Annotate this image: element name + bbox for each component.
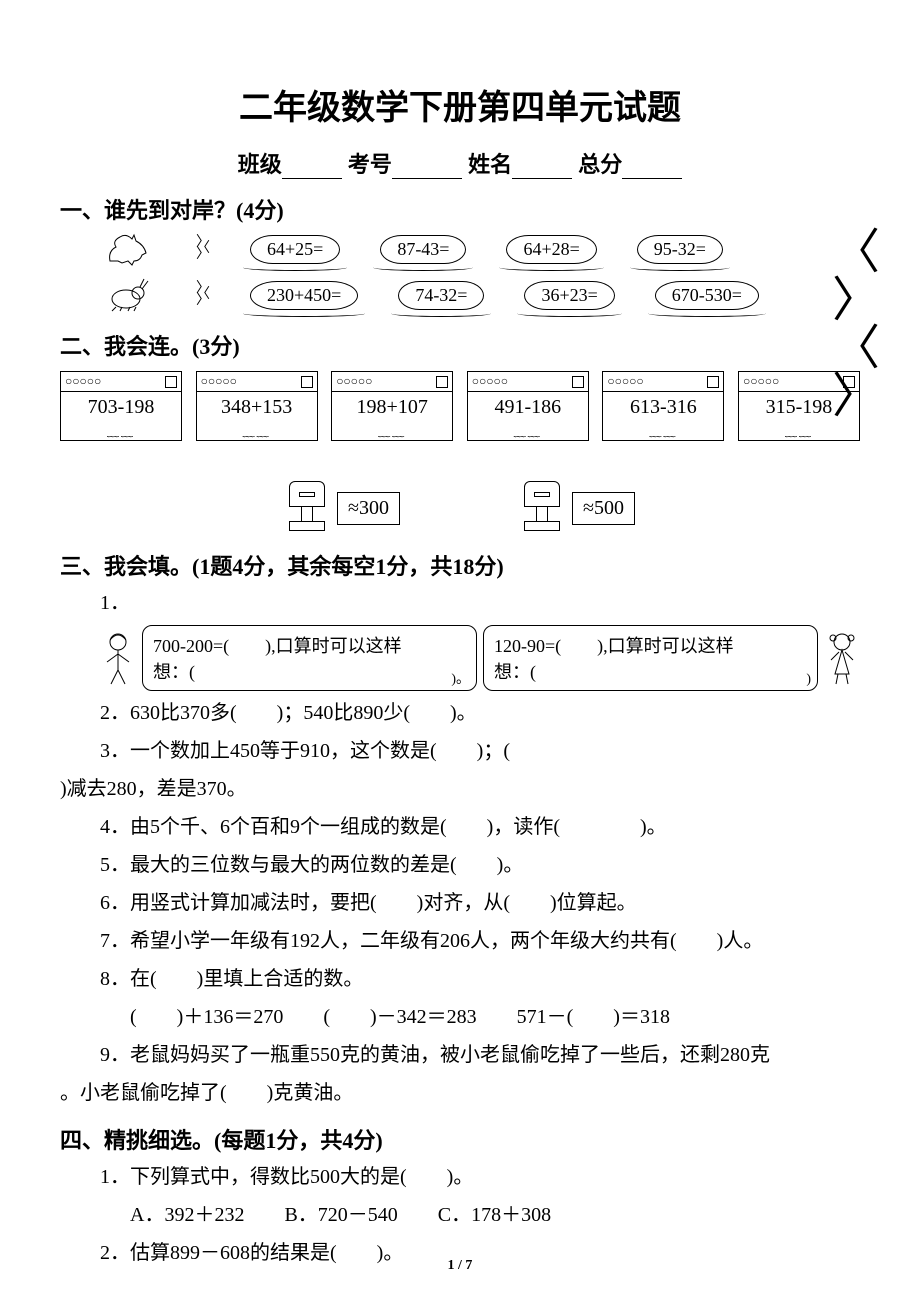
speech-row: 700-200=( ),口算时可以这样 想：( )。 120-90=( ),口算… [100, 625, 860, 691]
card-square-icon [165, 376, 177, 388]
mailbox-icon [285, 481, 329, 535]
mailbox-unit: ≈500 [520, 481, 635, 535]
card-wavy: ﹏﹏ [603, 423, 723, 440]
card-square-icon [707, 376, 719, 388]
approx-box: ≈500 [572, 492, 635, 525]
q3-3b: )减去280，差是370。 [60, 773, 860, 805]
section-1-head: 一、谁先到对岸？(4分) [60, 193, 860, 225]
page-number: 1 / 7 [448, 1258, 473, 1273]
section-2-head: 二、我会连。(3分) [60, 329, 860, 361]
rabbit-icon [100, 275, 156, 315]
approx-box: ≈300 [337, 492, 400, 525]
speech-a: 700-200=( ),口算时可以这样 想：( )。 [142, 625, 477, 691]
race-row-1: 〉〈〉 64+25= 87-43= 64+28= 95-32= [100, 229, 860, 269]
bubble: 87-43= [380, 235, 466, 264]
speech-b-l3: ) [806, 672, 811, 688]
card-dots: ○○○○○ [201, 374, 237, 389]
bubble: 64+25= [250, 235, 340, 264]
bubble: 670-530= [655, 281, 759, 310]
zig-icon: 〉〈〉 [196, 286, 210, 304]
card-wavy: ﹏﹏ [468, 423, 588, 440]
total-label: 总分 [578, 152, 622, 177]
page-footer: 1 / 7 [0, 1258, 920, 1274]
name-blank[interactable] [512, 154, 572, 179]
bubble: 95-32= [637, 235, 723, 264]
card-square-icon [572, 376, 584, 388]
speech-b: 120-90=( ),口算时可以这样 想：( ) [483, 625, 818, 691]
exam-no-label: 考号 [348, 152, 392, 177]
q3-2: 2．630比370多( )；540比890少( )。 [100, 697, 860, 729]
card-square-icon [301, 376, 313, 388]
page: 二年级数学下册第四单元试题 班级 考号 姓名 总分 一、谁先到对岸？(4分) 〉… [0, 0, 920, 1302]
card-dots: ○○○○○ [65, 374, 101, 389]
card-wavy: ﹏﹏ [197, 423, 317, 440]
q3-8-body: ( )＋136＝270 ( )－342＝283 571－( )＝318 [130, 1001, 860, 1033]
card-expr: 198+107 [332, 392, 452, 423]
card-wavy: ﹏﹏ [332, 423, 452, 440]
q3-6: 6．用竖式计算加减法时，要把( )对齐，从( )位算起。 [100, 887, 860, 919]
header-line: 班级 考号 姓名 总分 [60, 147, 860, 179]
card-wavy: ﹏﹏ [61, 423, 181, 440]
horse-icon [100, 229, 156, 269]
zig-icon: 〉〈〉 [196, 240, 210, 258]
card-dots: ○○○○○ [607, 374, 643, 389]
bubble: 64+28= [506, 235, 596, 264]
speech-a-l2: 想：( [153, 658, 466, 684]
q3-5: 5．最大的三位数与最大的两位数的差是( )。 [100, 849, 860, 881]
speech-a-l1: 700-200=( ),口算时可以这样 [153, 632, 466, 658]
card-expr: 613-316 [603, 392, 723, 423]
total-blank[interactable] [622, 154, 682, 179]
section-4-head: 四、精挑细选。(每题1分，共4分) [60, 1123, 860, 1155]
section-3-head: 三、我会填。(1题4分，其余每空1分，共18分) [60, 549, 860, 581]
q3-9b: 。小老鼠偷吃掉了( )克黄油。 [60, 1077, 860, 1109]
speech-b-l1: 120-90=( ),口算时可以这样 [494, 632, 807, 658]
mailbox-unit: ≈300 [285, 481, 400, 535]
q3-3a: 3．一个数加上450等于910，这个数是( )；( [100, 735, 860, 767]
card-expr: 491-186 [468, 392, 588, 423]
class-blank[interactable] [282, 154, 342, 179]
name-label: 姓名 [468, 152, 512, 177]
q3-8-head: 8．在( )里填上合适的数。 [100, 963, 860, 995]
card-square-icon [436, 376, 448, 388]
bubble: 230+450= [250, 281, 358, 310]
flag-icon: 〈〉〈〉 [832, 229, 880, 421]
card-dots: ○○○○○ [336, 374, 372, 389]
card-dots: ○○○○○ [472, 374, 508, 389]
bubble: 74-32= [398, 281, 484, 310]
q4-1-opts: A．392＋232 B．720－540 C．178＋308 [130, 1199, 860, 1231]
card-expr: 703-198 [61, 392, 181, 423]
q4-1: 1．下列算式中，得数比500大的是( )。 [100, 1161, 860, 1193]
card-row: ○○○○○ 703-198 ﹏﹏ ○○○○○ 348+153 ﹏﹏ ○○○○○ … [60, 371, 860, 441]
card-expr: 348+153 [197, 392, 317, 423]
card: ○○○○○ 198+107 ﹏﹏ [331, 371, 453, 441]
boy-icon [100, 625, 136, 691]
page-title: 二年级数学下册第四单元试题 [60, 80, 860, 129]
q3-4: 4．由5个千、6个百和9个一组成的数是( )，读作( )。 [100, 811, 860, 843]
exam-no-blank[interactable] [392, 154, 462, 179]
bubble: 36+23= [524, 281, 614, 310]
card: ○○○○○ 703-198 ﹏﹏ [60, 371, 182, 441]
speech-b-l2: 想：( [494, 658, 807, 684]
mailbox-row: ≈300 ≈500 [60, 481, 860, 535]
q3-1-num: 1． [100, 587, 860, 619]
speech-a-l3: )。 [451, 668, 470, 688]
card: ○○○○○ 491-186 ﹏﹏ [467, 371, 589, 441]
card-dots: ○○○○○ [743, 374, 779, 389]
race-wrap: 〉〈〉 64+25= 87-43= 64+28= 95-32= 〉〈〉 230+… [60, 229, 860, 315]
card: ○○○○○ 613-316 ﹏﹏ [602, 371, 724, 441]
class-label: 班级 [238, 152, 282, 177]
girl-icon [824, 625, 860, 691]
q3-7: 7．希望小学一年级有192人，二年级有206人，两个年级大约共有( )人。 [100, 925, 860, 957]
race-row-2: 〉〈〉 230+450= 74-32= 36+23= 670-530= [100, 275, 860, 315]
card-wavy: ﹏﹏ [739, 423, 859, 440]
card: ○○○○○ 348+153 ﹏﹏ [196, 371, 318, 441]
mailbox-icon [520, 481, 564, 535]
q3-9a: 9．老鼠妈妈买了一瓶重550克的黄油，被小老鼠偷吃掉了一些后，还剩280克 [100, 1039, 860, 1071]
